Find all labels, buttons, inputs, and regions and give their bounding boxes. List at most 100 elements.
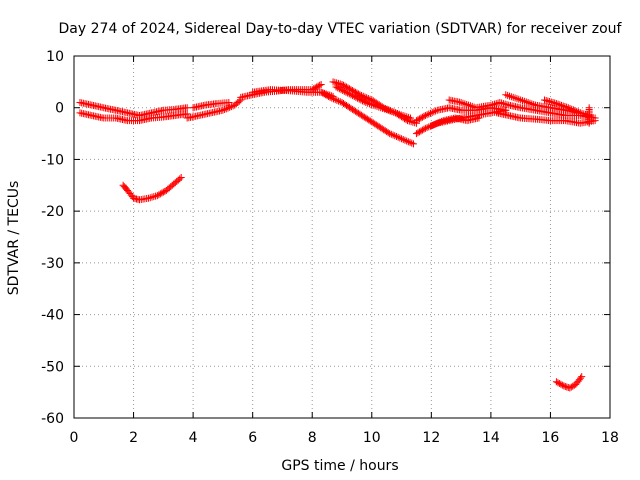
series-track-r xyxy=(119,174,185,204)
data-point xyxy=(552,100,560,108)
data-point xyxy=(339,81,347,89)
data-point xyxy=(333,79,341,87)
data-point xyxy=(551,99,559,107)
x-tick-label: 16 xyxy=(542,430,560,446)
data-point xyxy=(519,97,527,105)
plot-frame xyxy=(73,55,611,419)
x-tick-label: 4 xyxy=(189,430,198,446)
series-track-k xyxy=(412,104,510,125)
data-point xyxy=(404,138,412,146)
data-point xyxy=(567,383,575,391)
data-point xyxy=(354,94,362,102)
data-point xyxy=(341,82,349,90)
chart-title: Day 274 of 2024, Sidereal Day-to-day VTE… xyxy=(59,21,623,37)
data-point xyxy=(359,97,367,105)
data-point xyxy=(571,107,579,115)
data-point xyxy=(423,111,431,119)
data-point xyxy=(430,108,438,116)
data-point xyxy=(335,97,343,105)
data-point xyxy=(339,86,347,94)
data-point xyxy=(431,120,439,128)
data-point xyxy=(530,100,538,108)
data-point xyxy=(155,191,163,199)
data-point xyxy=(345,90,353,98)
data-point xyxy=(421,111,429,119)
x-tick-label: 14 xyxy=(482,430,500,446)
data-point xyxy=(333,96,341,104)
series-track-l xyxy=(427,114,483,130)
data-point xyxy=(568,105,576,113)
data-point xyxy=(361,93,369,101)
data-point xyxy=(359,92,367,100)
data-point xyxy=(524,99,532,107)
data-point xyxy=(219,106,227,114)
data-point xyxy=(432,120,440,128)
data-point xyxy=(344,89,352,97)
data-point xyxy=(426,109,434,117)
x-tick-label: 18 xyxy=(601,430,619,446)
data-point xyxy=(566,384,574,392)
series-track-q xyxy=(585,104,593,127)
y-tick-label: 0 xyxy=(55,101,64,117)
data-point xyxy=(336,98,344,106)
series-track-h xyxy=(317,88,417,148)
data-point xyxy=(349,92,357,100)
data-point xyxy=(398,135,406,143)
data-point xyxy=(322,91,330,99)
data-point xyxy=(489,101,497,109)
data-point xyxy=(507,93,515,101)
data-point xyxy=(459,99,467,107)
x-tick-label: 2 xyxy=(129,430,138,446)
data-point xyxy=(585,119,593,127)
data-point xyxy=(329,78,337,86)
data-point xyxy=(323,92,331,100)
data-point xyxy=(314,82,322,90)
data-point xyxy=(331,78,339,86)
data-point xyxy=(152,192,160,200)
data-point xyxy=(403,137,411,145)
data-point xyxy=(235,97,243,105)
data-point xyxy=(148,193,156,201)
data-point xyxy=(409,140,417,148)
data-point xyxy=(407,118,415,126)
data-point xyxy=(577,374,585,382)
data-point xyxy=(496,99,504,107)
data-point xyxy=(511,94,519,102)
data-point xyxy=(566,104,574,112)
data-point xyxy=(427,122,435,130)
data-point xyxy=(475,114,483,122)
grid-lines xyxy=(74,56,610,418)
data-point xyxy=(415,128,423,136)
data-point xyxy=(466,102,474,110)
data-point xyxy=(414,129,422,137)
x-tick-label: 10 xyxy=(363,430,381,446)
data-point xyxy=(176,175,184,183)
y-tick-label: 10 xyxy=(46,49,64,65)
data-point xyxy=(515,95,523,103)
data-point xyxy=(487,101,495,109)
data-point xyxy=(350,93,358,101)
data-point xyxy=(159,188,167,196)
data-point xyxy=(499,100,507,108)
data-point xyxy=(317,88,325,96)
y-tick-label: -30 xyxy=(41,256,64,272)
series-track-c xyxy=(183,96,245,122)
data-point xyxy=(401,136,409,144)
data-points xyxy=(76,78,599,392)
data-point xyxy=(425,110,433,118)
data-point xyxy=(563,103,571,111)
data-point xyxy=(490,100,498,108)
x-tick-label: 8 xyxy=(308,430,317,446)
data-point xyxy=(360,98,368,106)
data-point xyxy=(569,382,577,390)
x-tick-label: 0 xyxy=(70,430,79,446)
series-track-b xyxy=(76,109,191,125)
data-point xyxy=(332,83,340,91)
data-point xyxy=(558,381,566,389)
data-point xyxy=(554,100,562,108)
data-point xyxy=(224,104,232,112)
data-point xyxy=(498,99,506,107)
data-point xyxy=(146,194,154,202)
data-point xyxy=(504,91,512,99)
y-tick-label: -10 xyxy=(41,152,64,168)
